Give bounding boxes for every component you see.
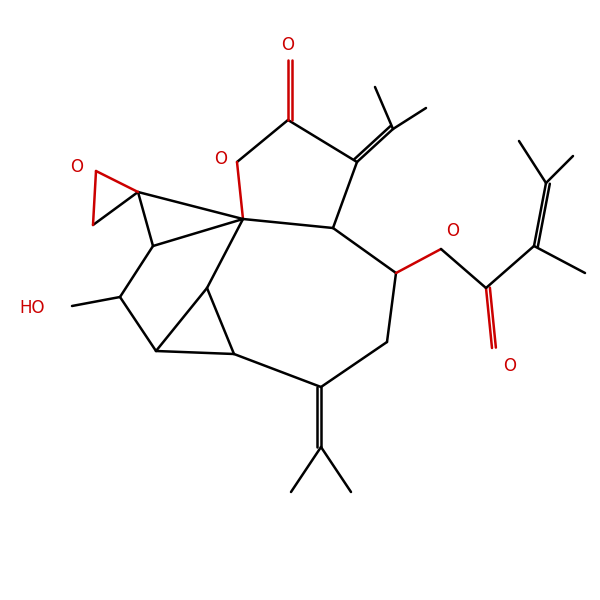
Text: O: O	[503, 357, 517, 375]
Text: O: O	[281, 36, 295, 54]
Text: O: O	[70, 158, 83, 176]
Text: O: O	[446, 222, 460, 240]
Text: O: O	[214, 150, 227, 168]
Text: HO: HO	[19, 299, 45, 317]
